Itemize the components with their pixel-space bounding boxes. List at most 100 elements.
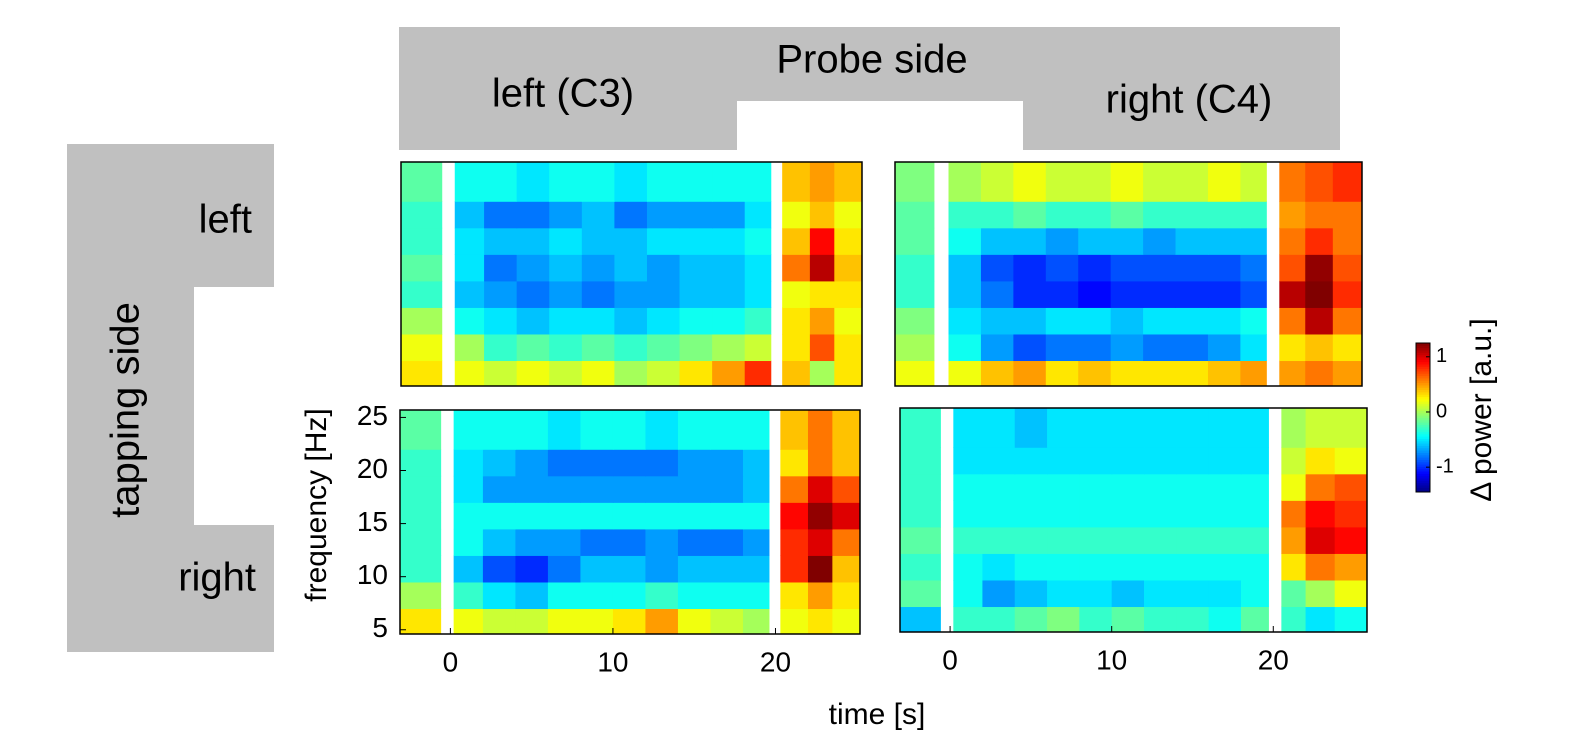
colorbar-step <box>1416 422 1430 425</box>
heatmap-cell <box>1279 360 1306 387</box>
heatmap-cell <box>454 227 485 255</box>
colorbar-step <box>1416 468 1430 472</box>
heatmap-cell <box>645 475 679 503</box>
x-tick-label: 0 <box>942 644 958 675</box>
heatmap-cell <box>1305 473 1336 501</box>
colorbar-step <box>1416 373 1430 377</box>
heatmap-cell <box>1281 526 1307 554</box>
heatmap-cell <box>980 201 1014 229</box>
heatmap-cell <box>710 528 744 556</box>
heatmap-cell <box>646 333 681 362</box>
colorbar-step <box>1416 352 1430 356</box>
heatmap-cell <box>484 307 518 335</box>
heatmap-cell <box>646 360 681 387</box>
colorbar-step <box>1416 361 1430 365</box>
colorbar-frame <box>1415 342 1431 493</box>
x-tick-label: 0 <box>443 646 459 677</box>
heatmap-cell <box>1334 408 1368 448</box>
colorbar-step <box>1416 478 1430 481</box>
heatmap-cell <box>1175 254 1209 282</box>
heatmap-cell <box>1045 333 1079 362</box>
heatmap-cell <box>742 475 770 503</box>
heatmap-cell <box>454 360 485 387</box>
heatmap-cell <box>1305 360 1334 387</box>
heatmap-cell <box>1014 579 1048 608</box>
heatmap-cell <box>1305 307 1334 335</box>
heatmap-cell <box>953 500 983 528</box>
colorbar-step <box>1416 431 1430 435</box>
heatmap-cell <box>807 555 833 583</box>
heatmap-cell <box>1014 500 1048 528</box>
heatmap-cell <box>1305 254 1334 282</box>
heatmap-cell <box>646 162 681 202</box>
heatmap-cell <box>1013 333 1047 362</box>
heatmap-cell <box>453 555 484 583</box>
heatmap-cell <box>809 227 835 255</box>
heatmap-cell <box>581 254 615 282</box>
heatmap-cell <box>712 360 746 387</box>
heatmap-cell <box>1144 447 1177 475</box>
y-tick-label: 10 <box>357 559 388 590</box>
heatmap-cell <box>1078 254 1112 282</box>
heatmap-cell <box>580 555 614 583</box>
heatmap-cell <box>980 162 1014 202</box>
heatmap-cell <box>807 608 833 635</box>
colorbar-step <box>1416 450 1430 453</box>
colorbar-step <box>1416 440 1430 444</box>
heatmap-cell <box>547 502 581 530</box>
colorbar-step <box>1416 466 1430 470</box>
heatmap-cell <box>1079 606 1113 633</box>
heatmap-cell <box>1045 360 1079 387</box>
heatmap-cell <box>580 608 614 635</box>
heatmap-cell <box>454 162 485 202</box>
heatmap-cell <box>834 280 863 308</box>
heatmap-cell <box>809 280 835 308</box>
heatmap-cell <box>677 475 711 503</box>
heatmap-cell <box>742 528 770 556</box>
heatmap-cell <box>580 581 614 610</box>
heatmap-cell <box>900 500 941 528</box>
heatmap-cell <box>645 502 679 530</box>
heatmap-cell <box>1208 579 1242 608</box>
heatmap-cell <box>807 410 833 450</box>
colorbar-step <box>1416 475 1430 479</box>
heatmap-cell <box>1279 201 1306 229</box>
heatmap-cell <box>895 201 935 229</box>
heatmap-cell <box>744 201 772 229</box>
heatmap-cell <box>742 410 770 450</box>
heatmap-cell <box>1078 333 1112 362</box>
heatmap-cell <box>782 360 811 387</box>
heatmap-cell <box>744 162 772 202</box>
heatmap-cell <box>1334 553 1368 581</box>
heatmap-cell <box>580 528 614 556</box>
heatmap-cell <box>612 449 646 477</box>
heatmap-cell <box>980 307 1014 335</box>
heatmap-cell <box>645 581 679 610</box>
heatmap-cell <box>1111 500 1145 528</box>
heatmap-cell <box>948 307 982 335</box>
colorbar-step <box>1416 410 1430 414</box>
heatmap-cell <box>677 410 711 450</box>
heatmap-cell <box>1078 280 1112 308</box>
heatmap-cell <box>710 608 744 635</box>
heatmap-cell <box>1305 408 1336 448</box>
heatmap-cell <box>980 333 1014 362</box>
heatmap-cell <box>1014 473 1048 501</box>
colorbar-step <box>1416 433 1430 437</box>
heatmap-cell <box>1281 606 1307 633</box>
heatmap-cell <box>400 608 442 635</box>
heatmap-cell <box>516 280 550 308</box>
heatmap-cell <box>832 410 861 450</box>
heatmap-cell <box>1144 473 1177 501</box>
heatmap-cell <box>645 410 679 450</box>
colorbar-tick-label: 0 <box>1436 400 1447 422</box>
heatmap-cell <box>1047 579 1080 608</box>
heatmap-cell <box>581 307 615 335</box>
colorbar-step <box>1416 412 1430 416</box>
heatmap-cell <box>400 555 442 583</box>
heatmap-cell <box>482 449 516 477</box>
heatmap-cell <box>1208 526 1242 554</box>
heatmap-cell <box>832 449 861 477</box>
